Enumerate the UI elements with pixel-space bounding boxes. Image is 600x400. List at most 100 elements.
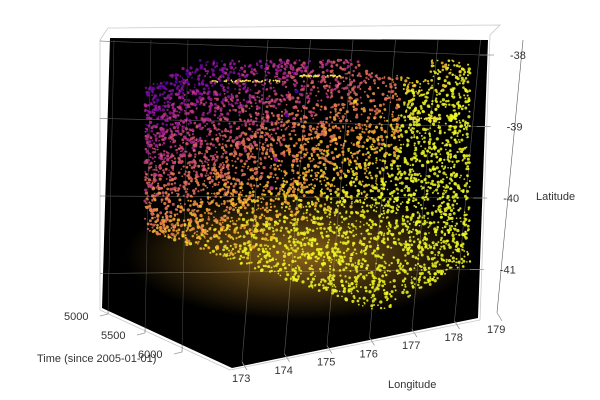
scatter-dot xyxy=(169,82,173,86)
scatter-dot xyxy=(269,198,273,201)
scatter-dot xyxy=(365,204,369,207)
scatter-dot xyxy=(177,228,181,232)
scatter-dot xyxy=(166,100,170,104)
scatter-dot xyxy=(461,265,465,268)
scatter-dot xyxy=(462,127,466,131)
scatter-dot xyxy=(424,79,427,82)
scatter-dot xyxy=(321,262,325,266)
scatter-dot xyxy=(451,233,455,238)
scatter-dot xyxy=(350,167,353,170)
scatter-dot xyxy=(341,234,345,238)
scatter-dot xyxy=(309,174,313,178)
scatter-dot xyxy=(144,191,149,195)
scatter-dot xyxy=(306,92,308,95)
scatter-dot xyxy=(393,83,397,87)
scatter-dot xyxy=(423,263,426,266)
scatter-dot xyxy=(315,135,320,139)
scatter-dot xyxy=(265,97,270,101)
scatter-dot xyxy=(150,173,153,177)
scatter-dot xyxy=(155,186,158,189)
scatter-dot xyxy=(352,286,356,290)
scatter-dot xyxy=(167,193,171,196)
scatter-dot xyxy=(355,211,358,215)
scatter-dot xyxy=(246,256,250,260)
scatter-dot xyxy=(452,109,455,112)
scatter-dot xyxy=(463,178,466,180)
scatter-dot xyxy=(244,90,248,94)
scatter-dot xyxy=(294,260,297,263)
scatter-dot xyxy=(466,189,469,193)
scatter-dot xyxy=(181,234,185,238)
scatter-dot xyxy=(447,166,449,169)
scatter-dot xyxy=(298,59,301,62)
scatter-dot xyxy=(279,187,283,191)
scatter-dot xyxy=(282,254,287,258)
scatter-dot xyxy=(182,154,186,158)
scatter-dot xyxy=(331,247,335,251)
scatter-dot xyxy=(406,189,409,193)
scatter-dot xyxy=(345,118,349,123)
scatter-dot xyxy=(251,219,255,222)
scatter-dot xyxy=(330,88,334,92)
scatter-dot xyxy=(246,182,250,185)
scatter-dot xyxy=(236,98,240,102)
scatter-dot xyxy=(185,118,188,122)
scatter-dot xyxy=(155,179,158,182)
scatter-dot xyxy=(305,205,308,208)
scatter-dot xyxy=(148,181,151,184)
scatter-dot xyxy=(444,63,448,67)
scatter-dot xyxy=(448,103,451,106)
scatter-dot xyxy=(446,229,450,232)
scatter-dot xyxy=(188,160,192,164)
scatter-dot xyxy=(352,225,355,228)
scatter-dot xyxy=(391,130,394,133)
scatter-dot xyxy=(349,159,352,161)
scatter-dot xyxy=(444,105,447,108)
scatter-dot xyxy=(316,125,319,129)
scatter-dot xyxy=(155,107,160,112)
scatter-dot xyxy=(153,147,156,150)
scatter-dot xyxy=(325,230,328,233)
scatter-dot xyxy=(201,224,205,228)
scatter-dot xyxy=(234,252,237,255)
scatter-dot xyxy=(355,151,359,155)
scatter-dot xyxy=(164,82,168,86)
scatter-dot xyxy=(397,238,400,241)
scatter-dot xyxy=(231,247,235,251)
scatter-dot xyxy=(256,124,259,127)
scatter-dot xyxy=(455,240,459,244)
scatter-dot xyxy=(351,87,355,91)
scatter-dot xyxy=(279,163,282,167)
scatter-dot xyxy=(186,208,190,212)
scatter-dot xyxy=(452,95,456,99)
scatter-dot xyxy=(396,192,399,195)
scatter-dot xyxy=(253,267,257,270)
scatter-dot xyxy=(428,244,431,247)
scatter-dot xyxy=(260,258,263,261)
scatter-dot xyxy=(404,254,407,257)
scatter-dot xyxy=(186,105,190,109)
scatter-dot xyxy=(212,172,215,175)
scatter-dot xyxy=(401,215,405,218)
scatter-dot xyxy=(373,290,376,293)
scatter-dot xyxy=(301,171,305,175)
scatter-dot xyxy=(281,118,284,121)
scatter-dot xyxy=(344,112,347,115)
scatter-dot xyxy=(265,78,269,81)
scatter-dot xyxy=(333,87,337,91)
scatter-dot xyxy=(463,94,466,97)
scatter-dot xyxy=(245,194,248,198)
scatter-dot xyxy=(156,226,159,230)
scatter-dot xyxy=(287,95,290,98)
scatter-dot xyxy=(397,134,401,139)
scatter-dot xyxy=(437,68,440,72)
scatter-dot xyxy=(326,121,328,124)
scatter-dot xyxy=(336,171,340,175)
scatter-dot xyxy=(307,241,310,244)
scatter-dot xyxy=(429,186,432,189)
scatter-dot xyxy=(376,167,379,170)
scatter-dot xyxy=(261,143,265,146)
scatter-dot xyxy=(167,228,171,232)
scatter-dot xyxy=(416,238,420,241)
scatter-dot xyxy=(267,155,271,158)
